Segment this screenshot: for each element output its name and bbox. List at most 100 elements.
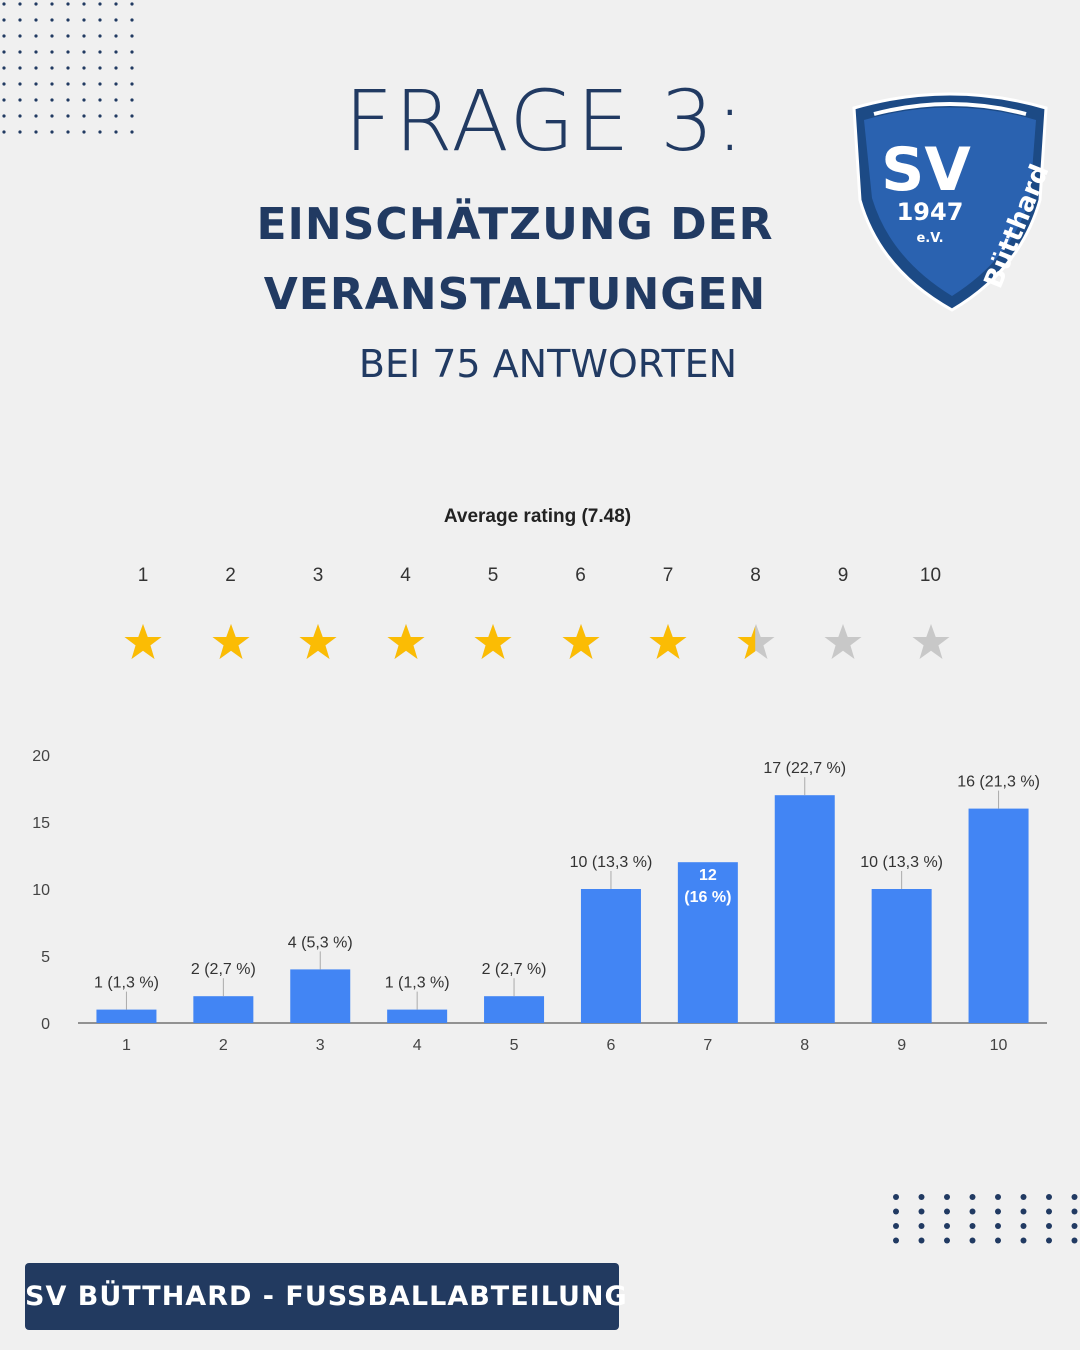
dot [2, 66, 6, 70]
star-icon [824, 624, 862, 659]
data-label: 4 (5,3 %) [288, 934, 353, 951]
dot [66, 114, 70, 118]
rating-number: 10 [919, 565, 942, 586]
dot [82, 130, 86, 134]
dot [66, 34, 70, 38]
dot [98, 2, 102, 6]
star-icon [299, 624, 337, 659]
dot [1071, 1223, 1078, 1229]
dot [2, 98, 6, 102]
bar [580, 889, 641, 1023]
dot [18, 2, 22, 6]
dot-pattern-top-left [2, 2, 134, 134]
dot [82, 2, 86, 6]
dot [1020, 1208, 1027, 1215]
rating-number: 7 [662, 565, 674, 586]
dot [82, 82, 86, 86]
star-icon [124, 624, 162, 659]
dot [130, 66, 134, 70]
dot [995, 1223, 1001, 1229]
bar [871, 889, 932, 1023]
dot [130, 34, 134, 38]
y-tick-label: 20 [32, 748, 50, 765]
dot [1020, 1223, 1027, 1229]
dot [82, 98, 86, 102]
dot [82, 50, 86, 54]
bar [387, 1009, 448, 1023]
rating-number: 4 [400, 565, 411, 586]
dot [130, 50, 134, 54]
bar [677, 862, 738, 1023]
dot [114, 114, 118, 118]
dot [66, 50, 70, 54]
dot [2, 114, 6, 118]
dot [2, 34, 6, 38]
data-label: 2 (2,7 %) [191, 961, 256, 978]
x-tick-label: 6 [606, 1037, 615, 1054]
dot [34, 98, 38, 102]
dot [995, 1208, 1001, 1215]
dot [114, 98, 118, 102]
dot [995, 1237, 1001, 1244]
dot [50, 82, 54, 86]
data-label: 16 (21,3 %) [957, 774, 1040, 791]
page-subtitle: EINSCHÄTZUNG DER VERANSTALTUNGEN [215, 190, 815, 330]
dot [66, 98, 70, 102]
dot [1046, 1223, 1052, 1229]
dot [50, 66, 54, 70]
star-icon [474, 624, 512, 659]
dot [34, 50, 38, 54]
dot [34, 114, 38, 118]
dot [98, 66, 102, 70]
dot [1071, 1208, 1078, 1215]
average-rating-label: Average rating (7.48) [443, 506, 632, 527]
x-tick-label: 4 [413, 1037, 422, 1054]
dot [98, 50, 102, 54]
dot [969, 1237, 976, 1244]
dot [1046, 1194, 1052, 1200]
dot [50, 2, 54, 6]
dot [114, 34, 118, 38]
dot [114, 2, 118, 6]
bar-chart: 0 5 10 15 20 1 1 (1,3 %) 2 2 (2,7 %) 3 4 (5,3 %) 4 1… [32, 748, 1047, 1054]
dot [98, 98, 102, 102]
dot [34, 82, 38, 86]
dot [50, 34, 54, 38]
bar [193, 996, 254, 1023]
dot [34, 34, 38, 38]
data-label: 1 (1,3 %) [94, 975, 159, 992]
bar [290, 969, 351, 1023]
dot [66, 2, 70, 6]
y-tick-label: 10 [32, 882, 50, 899]
dot [995, 1194, 1001, 1200]
rating-number: 3 [312, 565, 324, 586]
dot [18, 34, 22, 38]
data-label: 2 (2,7 %) [482, 961, 547, 978]
dot [918, 1194, 925, 1200]
dot [2, 130, 6, 134]
y-tick-label: 15 [32, 815, 50, 832]
dot [50, 18, 54, 22]
dot [82, 66, 86, 70]
dot [98, 82, 102, 86]
bar [96, 1009, 157, 1023]
dot [893, 1237, 899, 1244]
dot [1046, 1237, 1052, 1244]
dot [1071, 1194, 1078, 1200]
dot [114, 130, 118, 134]
dot [918, 1208, 925, 1215]
dot [66, 82, 70, 86]
y-tick-label: 5 [41, 949, 50, 966]
dot [18, 50, 22, 54]
dot [114, 82, 118, 86]
x-tick-label: 10 [990, 1037, 1008, 1054]
dot [114, 66, 118, 70]
dot [18, 82, 22, 86]
dot [18, 130, 22, 134]
dot [130, 98, 134, 102]
logo-year: 1947 [897, 198, 964, 226]
dot [98, 130, 102, 134]
response-count: BEI 75 ANTWORTEN [358, 342, 738, 386]
dot [18, 98, 22, 102]
